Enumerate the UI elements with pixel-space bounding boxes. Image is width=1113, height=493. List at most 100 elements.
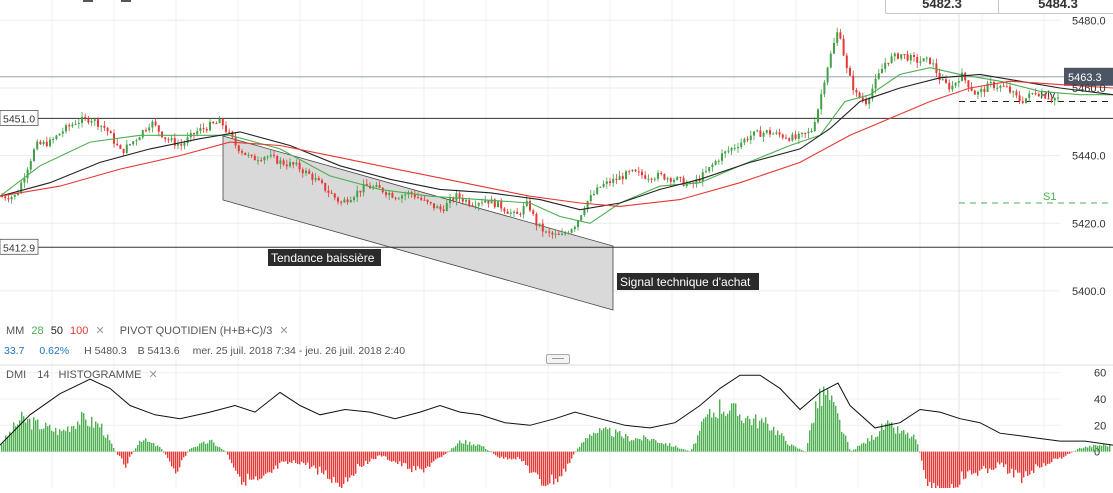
dmi-histogram-bar (751, 425, 753, 452)
ma-period-50[interactable]: 50 (50, 325, 63, 337)
candle-body (365, 184, 368, 186)
dmi-histogram-bar (953, 451, 955, 492)
dmi-histogram-bar (537, 451, 539, 475)
dmi-legend-period[interactable]: 14 (37, 369, 50, 381)
pivot-legend[interactable]: PIVOT QUOTIDIEN (H+B+C)/3 (119, 325, 273, 337)
ma-period-100[interactable]: 100 (70, 325, 89, 337)
ask-price-box[interactable]: 5484.3 (998, 0, 1113, 14)
candle-body (631, 169, 634, 172)
dmi-histogram-bar (419, 451, 421, 469)
candle-body (775, 132, 778, 134)
dmi-histogram-bar (1033, 451, 1035, 473)
candle-body (612, 178, 615, 184)
dmi-histogram-bar (423, 451, 425, 473)
candle-body (807, 131, 810, 134)
dmi-histogram-bar (583, 441, 585, 452)
remove-pivot-icon[interactable]: ✕ (279, 325, 289, 337)
remove-ma-icon[interactable]: ✕ (95, 325, 105, 337)
dmi-histogram-bar (741, 420, 743, 452)
dmi-histogram-bar (403, 451, 405, 463)
bid-price-box[interactable]: 5482.3 (885, 0, 999, 14)
candle-body (417, 197, 419, 199)
candle-body (637, 171, 640, 173)
dmi-histogram-bar (959, 451, 961, 485)
candle-body (397, 198, 400, 200)
candle-body (1018, 95, 1021, 102)
dmi-histogram-bar (287, 451, 289, 465)
candle-body (87, 117, 90, 123)
dmi-histogram-bar (613, 437, 615, 452)
pane-resize-handle[interactable] (546, 354, 570, 364)
dmi-histogram-bar (783, 436, 785, 452)
downtrend-channel[interactable] (222, 135, 614, 311)
candle-body (599, 186, 602, 188)
dmi-histogram-bar (1069, 451, 1071, 454)
remove-dmi-icon[interactable]: ✕ (148, 369, 158, 381)
dmi-histogram-bar (1025, 451, 1027, 472)
dmi-histogram-bar (931, 451, 933, 493)
channel-shape[interactable] (222, 135, 614, 311)
dmi-histogram-bar (535, 451, 537, 473)
candle-body (813, 122, 816, 132)
dmi-histogram-bar (401, 451, 403, 467)
candle-body (951, 85, 954, 90)
candle-body (145, 130, 147, 132)
candle-body (740, 142, 743, 148)
dmi-histogram-bar (771, 430, 773, 452)
dmi-histogram-bar (969, 451, 971, 471)
toolbar-icon-1[interactable] (83, 0, 93, 2)
dmi-histogram-bar (915, 439, 917, 452)
dmi-histogram-bar (79, 424, 81, 452)
dmi-histogram-bar (787, 444, 789, 452)
dmi-histogram-bar (459, 440, 461, 452)
dmi-histogram-bar (247, 451, 249, 474)
dmi-histogram-bar (317, 451, 319, 475)
candle-body (164, 137, 167, 140)
candle-body (13, 195, 16, 197)
candle-body (570, 229, 573, 233)
dmi-histogram-bar (697, 435, 699, 452)
candle-body (410, 192, 413, 194)
candle-body (154, 121, 157, 126)
channel-label-bg (268, 249, 381, 266)
dmi-histogram-bar (553, 451, 555, 485)
ma-period-28[interactable]: 28 (31, 325, 44, 337)
dmi-histogram-bar (25, 422, 27, 452)
channel-label[interactable]: Tendance baissière (271, 251, 375, 265)
dmi-histogram-bar (313, 451, 315, 466)
dmi-histogram-bar (641, 440, 643, 452)
dmi-histogram-bar (161, 449, 163, 452)
dmi-legend-mode[interactable]: HISTOGRAMME (58, 369, 142, 381)
dmi-histogram-bar (621, 436, 623, 452)
dmi-histogram-bar (105, 437, 107, 452)
candle-body (173, 138, 176, 146)
dmi-histogram-bar (633, 440, 635, 452)
dmi-histogram-bar (485, 449, 487, 452)
dmi-histogram-bar (5, 435, 7, 452)
dmi-histogram-bar (417, 451, 419, 467)
dmi-histogram-bar (19, 420, 21, 452)
dmi-histogram-bar (1053, 451, 1055, 459)
candle-body (157, 125, 160, 132)
candle-body (33, 149, 35, 161)
candle-body (551, 232, 554, 235)
indicator-legend-row: MM 28 50 100 ✕ PIVOT QUOTIDIEN (H+B+C)/3… (6, 324, 293, 337)
candle-body (810, 131, 813, 133)
candle-body (957, 81, 960, 83)
candle-body (724, 151, 727, 154)
dmi-histogram-pane[interactable]: 0 20 40 60 (0, 364, 1113, 493)
candle-body (567, 232, 570, 234)
candle-body (103, 125, 106, 128)
signal-label[interactable]: Signal technique d'achat (620, 275, 751, 289)
candle-body (500, 201, 503, 209)
candle-body (967, 80, 970, 88)
candle-body (625, 171, 627, 180)
candle-body (669, 178, 672, 182)
toolbar-icon-2[interactable] (121, 0, 131, 2)
dmi-histogram-bar (489, 451, 491, 452)
dmi-histogram-bar (31, 429, 33, 452)
candle-body (519, 213, 522, 215)
